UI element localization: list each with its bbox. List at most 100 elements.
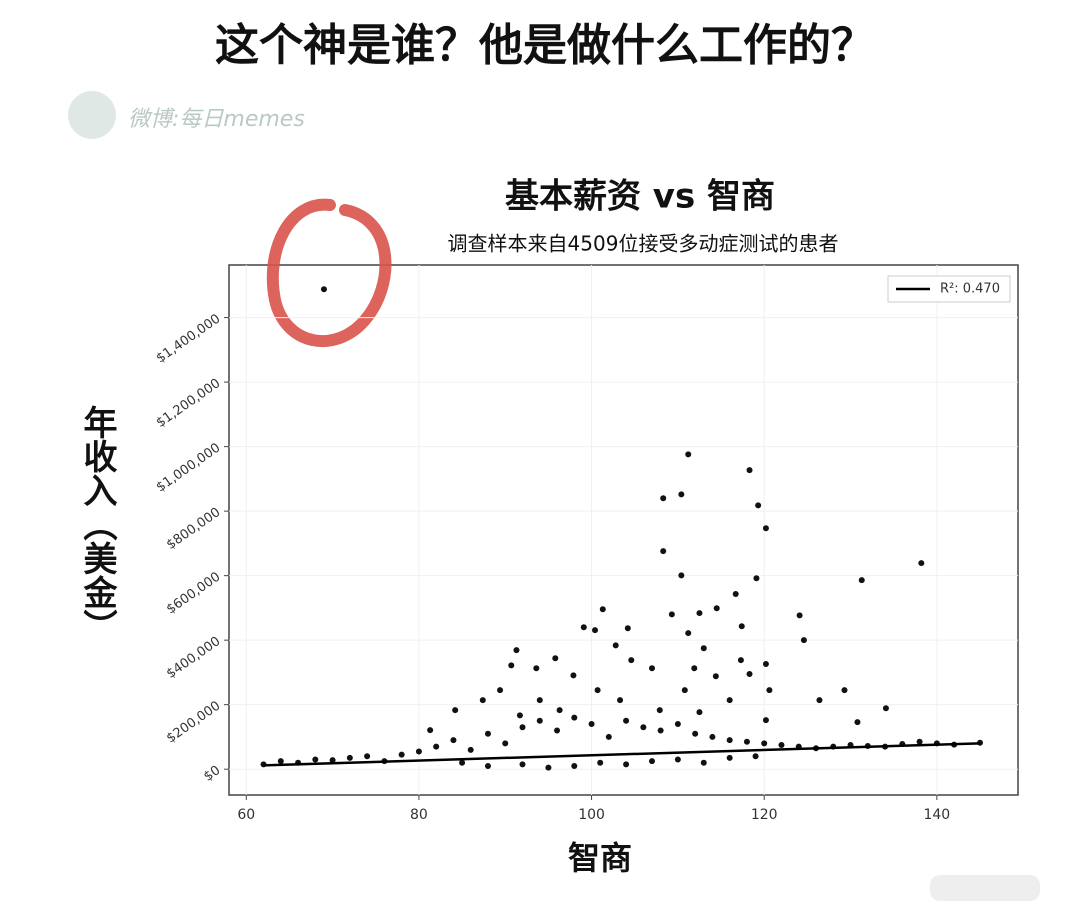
y-axis-label: 年收入（美金） bbox=[77, 405, 117, 643]
point bbox=[916, 738, 923, 745]
red-circle bbox=[266, 198, 392, 348]
point bbox=[681, 687, 688, 694]
point bbox=[796, 612, 803, 619]
point bbox=[762, 661, 769, 668]
point bbox=[433, 743, 440, 750]
point bbox=[648, 665, 655, 672]
y-tick-label: $200,000 bbox=[164, 699, 223, 747]
point bbox=[623, 761, 630, 768]
point bbox=[657, 727, 664, 734]
point bbox=[755, 502, 762, 509]
point bbox=[605, 733, 612, 740]
point bbox=[726, 697, 733, 704]
point bbox=[761, 740, 768, 747]
point bbox=[685, 630, 692, 637]
point bbox=[599, 606, 606, 613]
point bbox=[746, 467, 753, 474]
point bbox=[497, 687, 504, 694]
point bbox=[484, 762, 491, 769]
point bbox=[746, 671, 753, 678]
point bbox=[841, 687, 848, 694]
point bbox=[656, 707, 663, 714]
point bbox=[484, 730, 491, 737]
point bbox=[588, 721, 595, 728]
point bbox=[329, 757, 336, 764]
point bbox=[668, 611, 675, 618]
blur-watermark bbox=[930, 875, 1040, 901]
point bbox=[545, 764, 552, 771]
point bbox=[726, 754, 733, 761]
y-tick-label: $800,000 bbox=[164, 505, 223, 553]
point bbox=[800, 637, 807, 644]
point bbox=[427, 727, 434, 734]
point bbox=[700, 759, 707, 766]
point bbox=[858, 577, 865, 584]
x-tick-label: 80 bbox=[410, 807, 428, 823]
x-tick-label: 120 bbox=[751, 807, 778, 823]
point bbox=[533, 665, 540, 672]
x-axis-label: 智商 bbox=[568, 839, 632, 877]
point bbox=[752, 753, 759, 760]
point bbox=[554, 727, 561, 734]
point bbox=[508, 662, 515, 669]
point bbox=[519, 724, 526, 731]
point bbox=[854, 719, 861, 726]
point bbox=[674, 721, 681, 728]
point bbox=[452, 707, 459, 714]
point bbox=[640, 724, 647, 731]
point bbox=[692, 730, 699, 737]
y-tick-label: $1,000,000 bbox=[154, 440, 224, 495]
point bbox=[726, 737, 733, 744]
point bbox=[712, 673, 719, 680]
point bbox=[594, 687, 601, 694]
point bbox=[597, 759, 604, 766]
point bbox=[766, 687, 773, 694]
point bbox=[685, 451, 692, 458]
point bbox=[678, 572, 685, 579]
plot-frame bbox=[228, 264, 1019, 796]
point bbox=[648, 758, 655, 765]
y-tick-label: $1,200,000 bbox=[154, 376, 224, 431]
chart-title: 基本薪资 vs 智商 bbox=[505, 177, 775, 217]
y-tick-label: $400,000 bbox=[164, 634, 223, 682]
point bbox=[778, 742, 785, 748]
x-tick-label: 60 bbox=[237, 807, 255, 823]
point bbox=[580, 624, 587, 631]
point bbox=[346, 754, 353, 761]
point bbox=[816, 697, 823, 704]
y-tick-label: $600,000 bbox=[164, 570, 223, 618]
watermark-icon bbox=[68, 91, 116, 139]
point bbox=[660, 548, 667, 555]
point bbox=[691, 665, 698, 672]
point bbox=[696, 709, 703, 716]
point bbox=[738, 623, 745, 630]
point bbox=[753, 575, 760, 582]
point bbox=[571, 762, 578, 769]
point bbox=[536, 717, 543, 724]
point bbox=[612, 642, 619, 649]
point bbox=[415, 748, 422, 755]
point bbox=[467, 746, 474, 753]
point bbox=[320, 286, 327, 293]
point bbox=[762, 717, 769, 724]
point bbox=[674, 756, 681, 763]
point bbox=[502, 740, 509, 747]
point bbox=[277, 758, 284, 765]
point bbox=[696, 610, 703, 617]
y-tick-label: $0 bbox=[201, 763, 223, 785]
point bbox=[700, 645, 707, 652]
point bbox=[882, 705, 889, 712]
regression-line bbox=[263, 742, 981, 767]
point bbox=[536, 697, 543, 704]
point bbox=[516, 712, 523, 719]
point bbox=[732, 591, 739, 598]
point bbox=[592, 627, 599, 634]
point bbox=[556, 707, 563, 714]
point bbox=[479, 697, 486, 704]
point bbox=[713, 605, 720, 612]
x-tick-label: 140 bbox=[923, 807, 950, 823]
point bbox=[513, 647, 520, 654]
point bbox=[364, 753, 371, 760]
